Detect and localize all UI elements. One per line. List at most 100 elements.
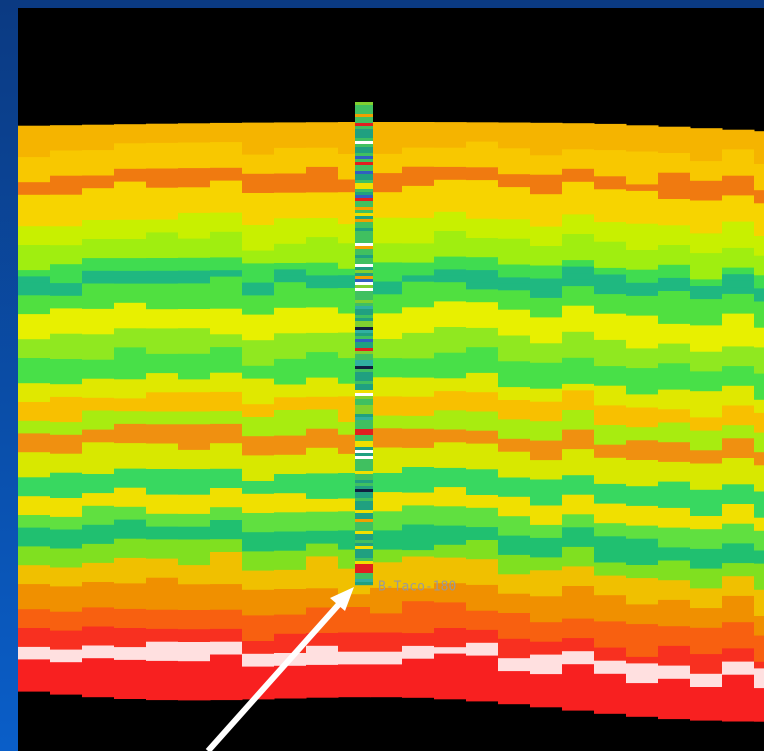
- layer-cell: [658, 462, 691, 469]
- layer-cell: [626, 368, 659, 375]
- layer-cell: [18, 559, 51, 566]
- layer-cell: [82, 563, 115, 570]
- layer-cell: [18, 590, 51, 597]
- layer-cell: [594, 229, 627, 236]
- layer-cell: [562, 364, 595, 371]
- layer-cell: [466, 546, 499, 553]
- layer-cell: [658, 475, 691, 482]
- layer-cell: [210, 526, 243, 533]
- layer-cell: [242, 148, 275, 155]
- layer-cell: [274, 404, 307, 411]
- layer-cell: [370, 173, 403, 180]
- layer-cell: [146, 635, 179, 642]
- layer-cell: [114, 188, 147, 195]
- layer-cell: [242, 174, 275, 181]
- layer-cell: [306, 154, 339, 161]
- layer-cell: [210, 379, 243, 386]
- layer-cell: [370, 199, 403, 206]
- layer-cell: [434, 398, 467, 405]
- layer-cell: [50, 283, 83, 290]
- layer-cell: [562, 619, 595, 626]
- layer-cell: [146, 380, 179, 387]
- layer-cell: [210, 635, 243, 642]
- layer-cell: [466, 566, 499, 573]
- layer-cell: [754, 655, 764, 662]
- layer-cell: [562, 188, 595, 195]
- layer-cell: [594, 504, 627, 511]
- layer-cell: [242, 436, 275, 443]
- layer-cell: [370, 160, 403, 167]
- layer-cell: [370, 416, 403, 423]
- layer-cell: [722, 176, 755, 183]
- layer-cell: [402, 231, 435, 238]
- log-stripe: [355, 555, 373, 558]
- log-stripe: [355, 159, 373, 162]
- layer-cell: [434, 686, 467, 693]
- layer-cell: [50, 163, 83, 170]
- layer-cell: [658, 482, 691, 489]
- layer-cell: [562, 612, 595, 619]
- layer-cell: [18, 496, 51, 503]
- layer-cell: [562, 534, 595, 541]
- log-stripe: [355, 198, 373, 201]
- layer-cell: [594, 399, 627, 406]
- log-stripe: [355, 234, 373, 237]
- layer-cell: [114, 615, 147, 622]
- layer-cell: [146, 642, 179, 649]
- layer-cell: [658, 331, 691, 338]
- layer-cell: [626, 709, 659, 716]
- layer-cell: [146, 527, 179, 534]
- log-stripe: [355, 309, 373, 312]
- log-stripe: [355, 336, 373, 339]
- layer-cell: [274, 174, 307, 181]
- layer-cell: [114, 392, 147, 399]
- layer-cell: [50, 296, 83, 303]
- layer-cell: [530, 369, 563, 376]
- layer-cell: [274, 493, 307, 500]
- layer-cell: [82, 169, 115, 176]
- layer-cell: [274, 372, 307, 379]
- layer-cell: [82, 474, 115, 481]
- layer-cell: [82, 284, 115, 291]
- layer-cell: [402, 141, 435, 148]
- layer-cell: [114, 252, 147, 259]
- layer-cell: [594, 366, 627, 373]
- layer-cell: [594, 340, 627, 347]
- layer-cell: [530, 129, 563, 136]
- layer-cell: [530, 486, 563, 493]
- layer-cell: [530, 142, 563, 149]
- layer-cell: [146, 143, 179, 150]
- layer-cell: [82, 652, 115, 659]
- layer-cell: [498, 387, 531, 394]
- layer-cell: [466, 122, 499, 129]
- layer-cell: [178, 431, 211, 438]
- layer-cell: [658, 173, 691, 180]
- layer-cell: [306, 346, 339, 353]
- layer-cell: [82, 569, 115, 576]
- log-stripe: [355, 483, 373, 486]
- layer-cell: [274, 385, 307, 392]
- layer-cell: [690, 306, 723, 313]
- layer-cell: [658, 363, 691, 370]
- layer-cell: [754, 184, 764, 191]
- layer-cell: [466, 161, 499, 168]
- layer-cell: [146, 322, 179, 329]
- layer-cell: [274, 237, 307, 244]
- layer-cell: [530, 291, 563, 298]
- layer-cell: [370, 435, 403, 442]
- layer-cell: [178, 463, 211, 470]
- layer-cell: [498, 310, 531, 317]
- layer-cell: [626, 604, 659, 611]
- layer-cell: [466, 392, 499, 399]
- layer-cell: [658, 350, 691, 357]
- layer-cell: [434, 385, 467, 392]
- layer-cell: [370, 422, 403, 429]
- layer-cell: [210, 161, 243, 168]
- layer-cell: [466, 553, 499, 560]
- layer-cell: [178, 584, 211, 591]
- layer-cell: [306, 422, 339, 429]
- layer-cell: [210, 661, 243, 668]
- layer-cell: [466, 405, 499, 412]
- layer-cell: [498, 194, 531, 201]
- layer-cell: [178, 168, 211, 175]
